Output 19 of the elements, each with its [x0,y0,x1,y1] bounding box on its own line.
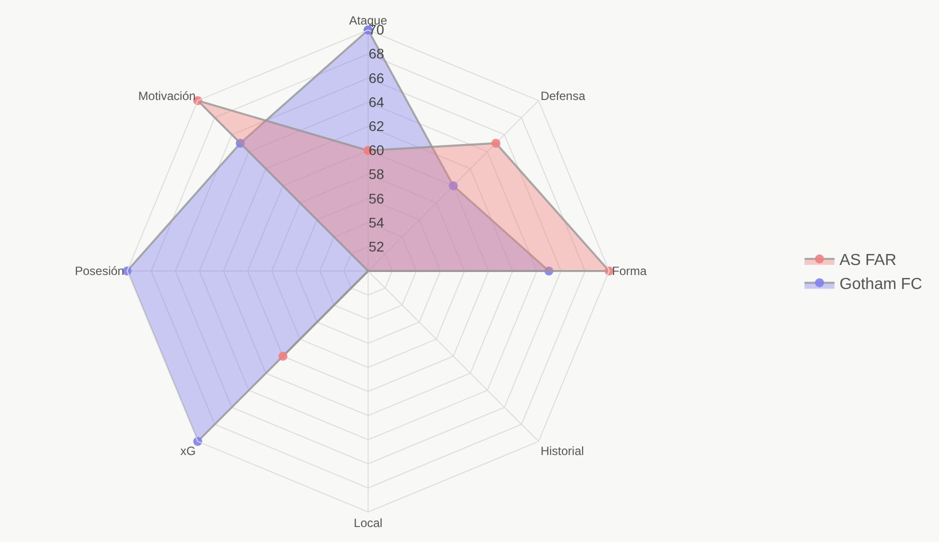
spoke-label: Ataque [349,14,388,28]
spoke-label: Historial [540,444,584,458]
y-tick-label: 52 [368,238,384,254]
spoke-label: Defensa [540,88,586,103]
spoke-label: Forma [612,264,648,278]
spoke-label: Local [354,516,382,530]
y-tick-label: 58 [368,166,384,182]
y-tick-label: 66 [368,70,384,86]
y-tick-label: 64 [368,94,384,110]
y-tick-label: 54 [368,214,384,230]
y-tick-label: 68 [368,46,384,62]
y-tick-label: 56 [368,190,384,206]
legend-label: AS FAR [840,252,896,270]
y-tick-label: 60 [368,142,384,158]
legend-label: Gotham FC [840,276,922,293]
spoke-label: Motivación [138,88,196,103]
spoke-label: Posesión [74,264,124,278]
spoke-label: xG [180,444,196,458]
y-tick-label: 62 [368,118,384,134]
